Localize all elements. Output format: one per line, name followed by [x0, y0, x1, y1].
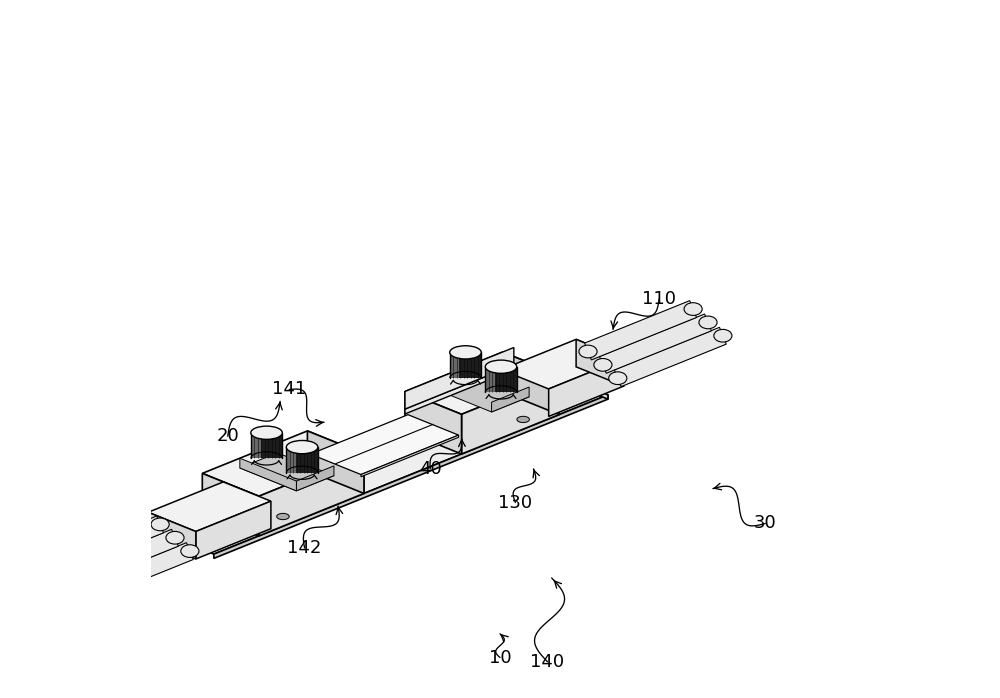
Polygon shape — [549, 359, 624, 417]
Ellipse shape — [699, 316, 717, 329]
Polygon shape — [296, 466, 334, 491]
Ellipse shape — [594, 359, 612, 371]
Polygon shape — [196, 501, 271, 559]
Text: 30: 30 — [754, 514, 777, 533]
Polygon shape — [600, 314, 711, 373]
Ellipse shape — [16, 592, 34, 604]
Text: 40: 40 — [419, 460, 442, 478]
Polygon shape — [462, 375, 559, 454]
Polygon shape — [361, 435, 459, 477]
Polygon shape — [251, 433, 282, 459]
Ellipse shape — [684, 303, 702, 315]
Text: 130: 130 — [498, 493, 532, 512]
Polygon shape — [251, 433, 261, 459]
Polygon shape — [551, 372, 608, 399]
Polygon shape — [157, 372, 608, 554]
Ellipse shape — [166, 531, 184, 544]
Polygon shape — [501, 339, 624, 389]
Text: 20: 20 — [216, 427, 239, 445]
Polygon shape — [405, 348, 514, 409]
Polygon shape — [286, 447, 318, 473]
Ellipse shape — [485, 360, 517, 373]
Ellipse shape — [450, 346, 481, 359]
Ellipse shape — [579, 345, 597, 358]
Ellipse shape — [517, 416, 529, 422]
Polygon shape — [259, 454, 364, 536]
Text: 10: 10 — [489, 648, 511, 667]
Text: 110: 110 — [642, 290, 676, 308]
Ellipse shape — [181, 544, 199, 558]
Polygon shape — [202, 431, 364, 496]
Polygon shape — [492, 387, 529, 412]
Polygon shape — [148, 512, 196, 559]
Polygon shape — [7, 516, 164, 593]
Ellipse shape — [286, 440, 318, 454]
Polygon shape — [450, 352, 459, 378]
Polygon shape — [405, 392, 462, 454]
Polygon shape — [240, 458, 296, 491]
Ellipse shape — [714, 329, 732, 342]
Polygon shape — [310, 415, 459, 475]
Polygon shape — [405, 365, 514, 414]
Polygon shape — [435, 374, 529, 412]
Ellipse shape — [251, 426, 282, 439]
Ellipse shape — [151, 518, 169, 530]
Ellipse shape — [609, 372, 627, 385]
Ellipse shape — [1, 579, 19, 591]
Polygon shape — [405, 352, 559, 415]
Polygon shape — [585, 301, 697, 360]
Polygon shape — [307, 431, 364, 493]
Polygon shape — [286, 447, 296, 473]
Polygon shape — [485, 366, 517, 392]
Text: 140: 140 — [530, 653, 565, 671]
Text: 142: 142 — [287, 539, 322, 557]
Polygon shape — [450, 352, 481, 378]
Polygon shape — [36, 542, 193, 620]
Polygon shape — [214, 395, 608, 558]
Polygon shape — [202, 473, 259, 536]
Polygon shape — [148, 482, 271, 531]
Polygon shape — [576, 339, 624, 386]
Polygon shape — [485, 366, 495, 392]
Ellipse shape — [277, 513, 289, 519]
Polygon shape — [240, 453, 334, 491]
Polygon shape — [503, 352, 559, 415]
Polygon shape — [614, 327, 726, 387]
Text: 141: 141 — [272, 380, 306, 399]
Ellipse shape — [31, 605, 49, 618]
Polygon shape — [21, 529, 178, 607]
